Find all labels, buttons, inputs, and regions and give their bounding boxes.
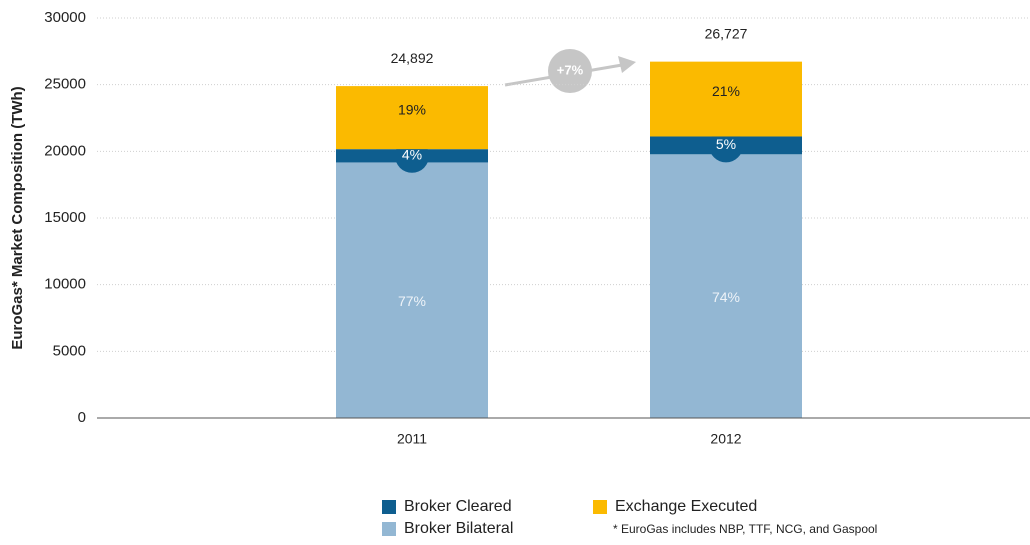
growth-label: +7% (557, 62, 584, 77)
segment-label: 21% (712, 83, 740, 99)
segment-label: 19% (398, 101, 426, 117)
y-tick-label: 30000 (44, 9, 86, 26)
legend-swatch (593, 500, 607, 514)
footnote: * EuroGas includes NBP, TTF, NCG, and Ga… (613, 522, 877, 536)
growth-arrow (504, 49, 636, 93)
legend-label: Exchange Executed (615, 498, 757, 515)
y-tick-label: 0 (78, 409, 86, 426)
bar-segment (650, 154, 802, 418)
x-tick-label: 2012 (710, 431, 741, 447)
legend-swatch (382, 522, 396, 536)
y-tick-label: 10000 (44, 276, 86, 293)
y-axis-label: EuroGas* Market Composition (TWh) (9, 86, 26, 349)
bar-segment (336, 162, 488, 418)
label-badge (709, 128, 743, 163)
segment-label: 77% (398, 293, 426, 309)
legend-swatch (382, 500, 396, 514)
y-tick-label: 25000 (44, 76, 86, 93)
y-tick-label: 20000 (44, 142, 86, 159)
segment-label: 5% (716, 136, 736, 152)
segment-label: 4% (402, 147, 422, 163)
bar-segment (336, 86, 488, 150)
y-tick-label: 5000 (53, 342, 86, 359)
legend-label: Broker Cleared (404, 498, 512, 515)
x-tick-label: 2011 (397, 431, 427, 447)
y-tick-label: 15000 (44, 209, 86, 226)
segment-label: 74% (712, 289, 740, 305)
total-label: 26,727 (705, 25, 748, 41)
bar-segment (650, 61, 802, 137)
total-label: 24,892 (391, 50, 434, 66)
legend-label: Broker Bilateral (404, 520, 513, 537)
